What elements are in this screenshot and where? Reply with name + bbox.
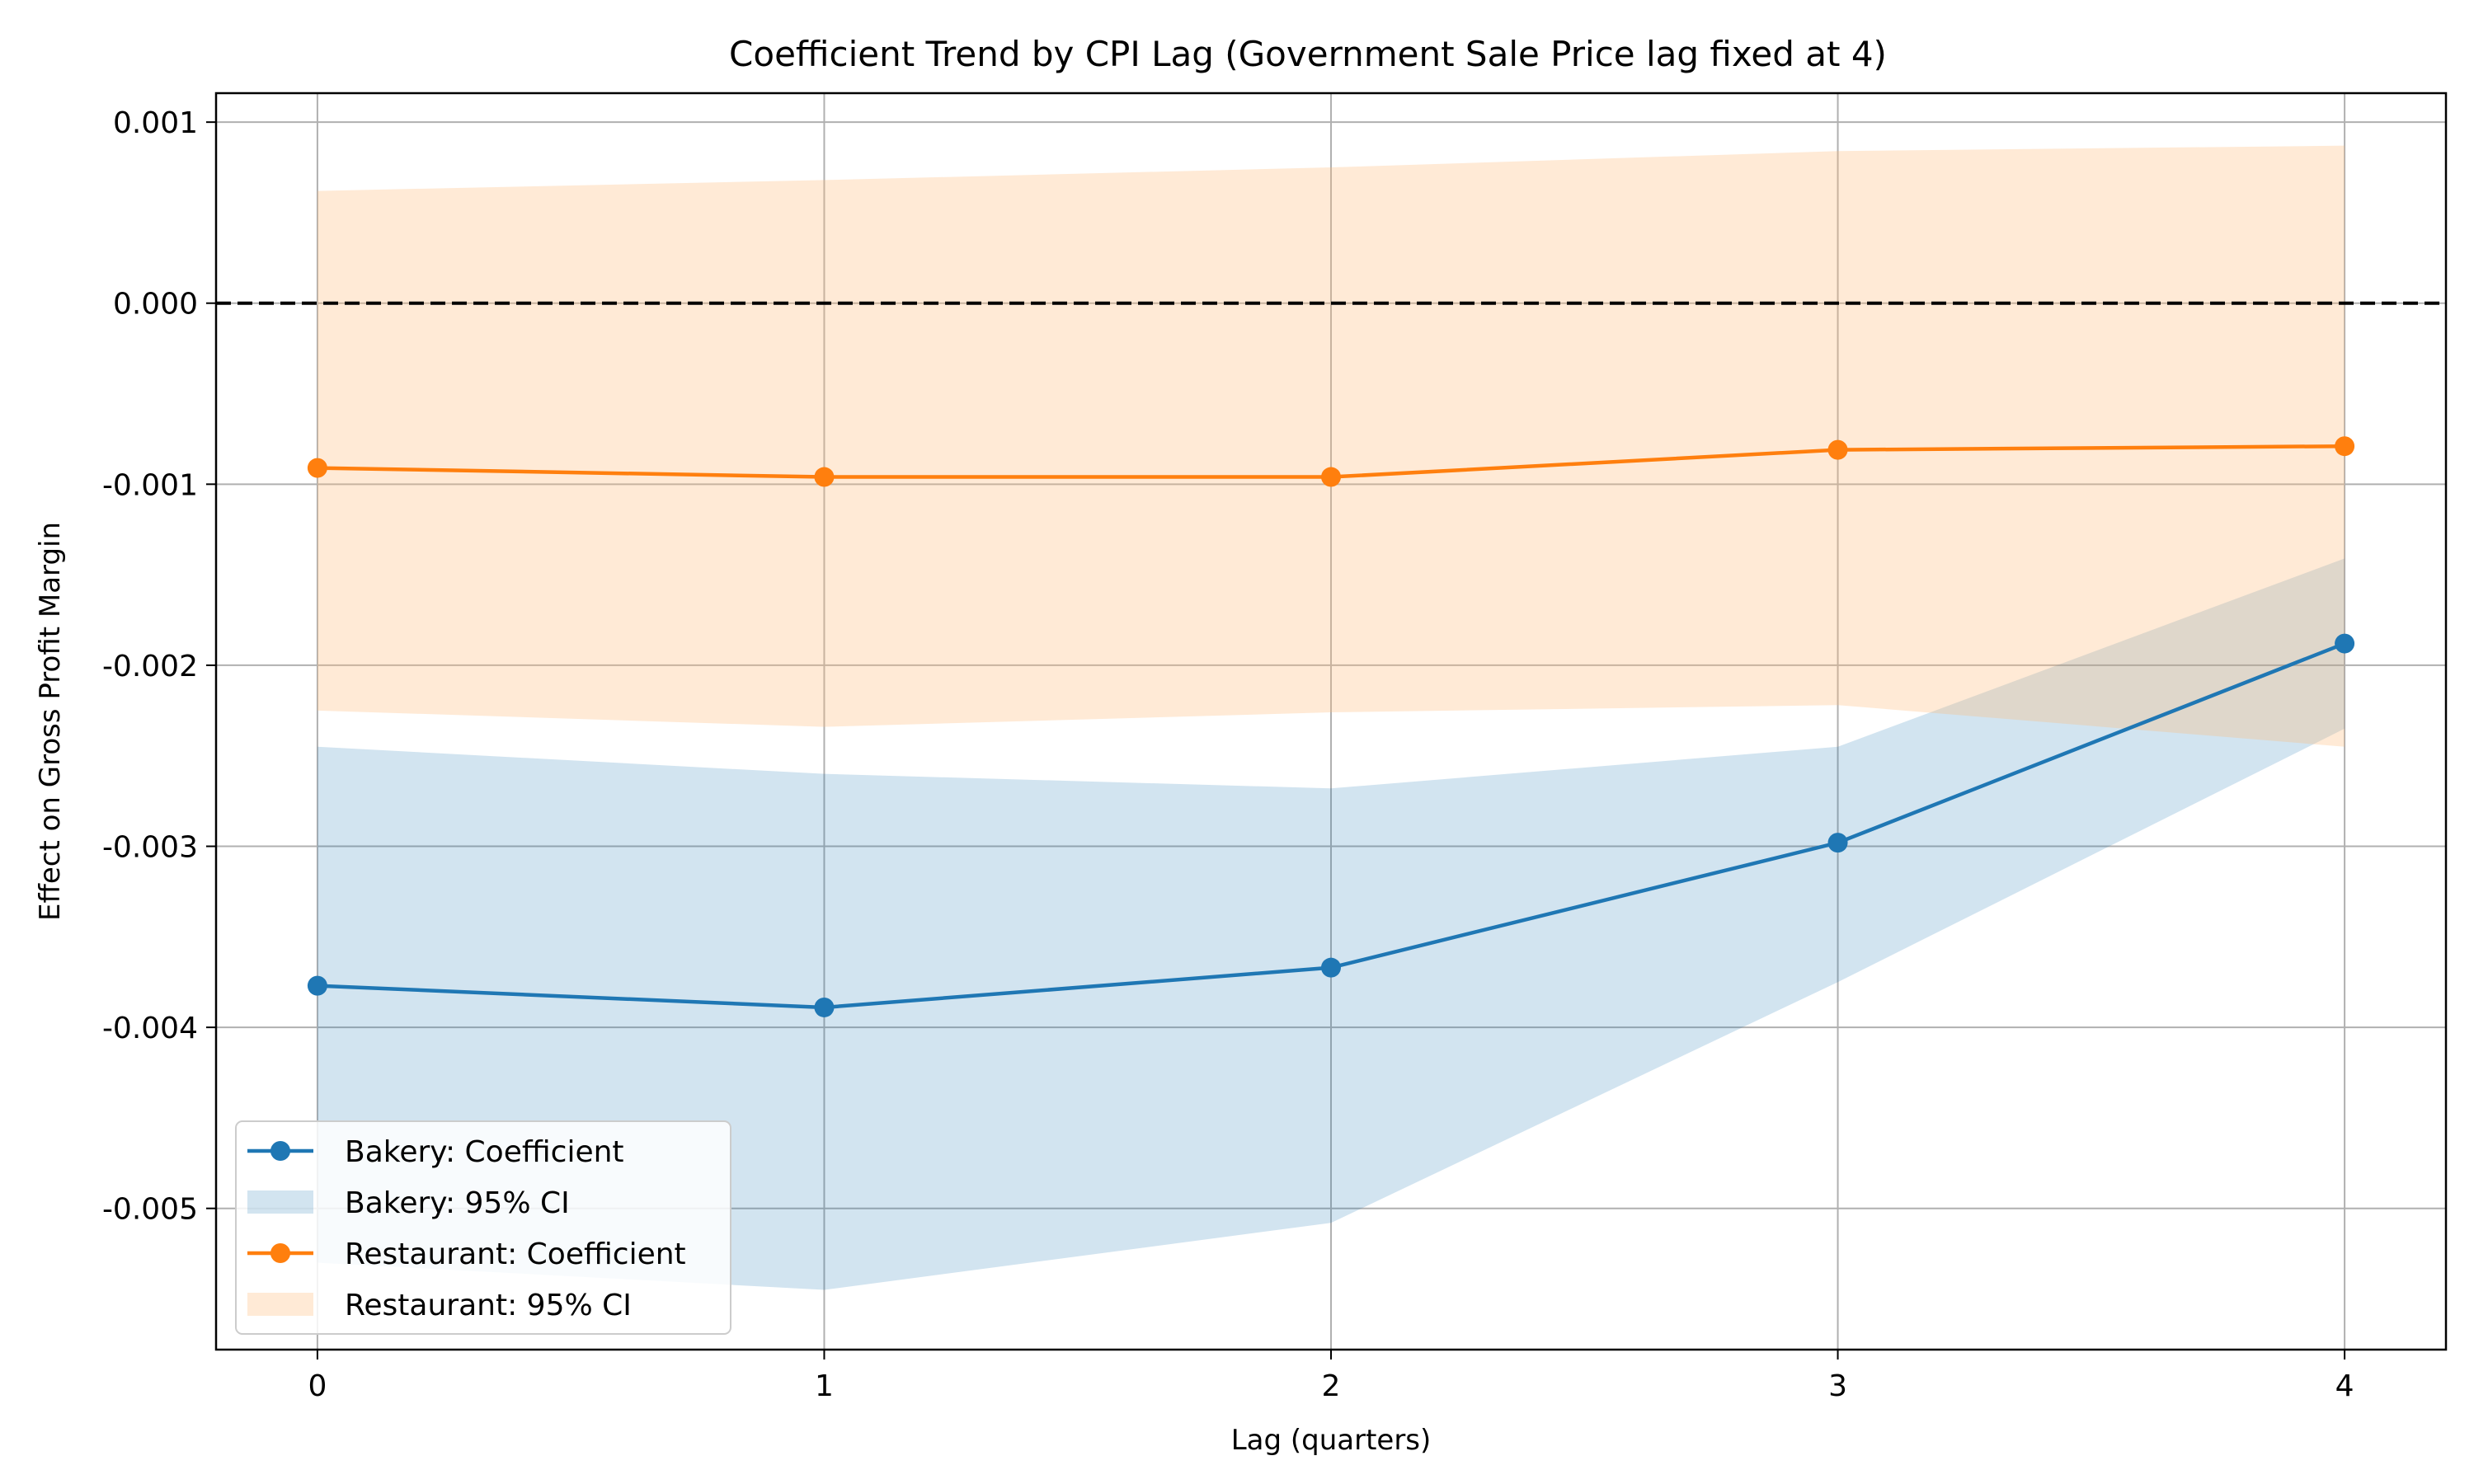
legend-restaurant-ci-patch bbox=[247, 1293, 313, 1316]
bakery-coefficient-point bbox=[1321, 957, 1341, 978]
y-tick-label: -0.004 bbox=[102, 1012, 198, 1045]
restaurant-coefficient-point bbox=[814, 467, 835, 487]
series-lines bbox=[307, 436, 2355, 1017]
x-tick-label: 2 bbox=[1322, 1369, 1341, 1403]
legend-restaurant-ci-label: Restaurant: 95% CI bbox=[345, 1289, 632, 1322]
y-axis-label: Effect on Gross Profit Margin bbox=[34, 522, 67, 921]
x-tick-label: 4 bbox=[2335, 1369, 2354, 1403]
chart-title: Coefficient Trend by CPI Lag (Government… bbox=[729, 34, 1887, 74]
y-tick-label: -0.003 bbox=[102, 831, 198, 865]
y-tick-label: -0.002 bbox=[102, 650, 198, 683]
bakery-coefficient-point bbox=[1827, 833, 1848, 853]
y-tick-label: -0.001 bbox=[102, 468, 198, 502]
y-tick-label: -0.005 bbox=[102, 1193, 198, 1227]
bakery-coefficient-point bbox=[814, 997, 835, 1017]
y-tick-label: 0.001 bbox=[113, 106, 198, 140]
x-tick-label: 1 bbox=[815, 1369, 834, 1403]
legend-restaurant-coefficient-label: Restaurant: Coefficient bbox=[345, 1237, 686, 1271]
bakery-coefficient-point bbox=[307, 975, 327, 996]
legend-box bbox=[235, 1120, 731, 1335]
legend-bakery-coefficient-label: Bakery: Coefficient bbox=[345, 1135, 624, 1169]
y-tick-label: 0.000 bbox=[113, 288, 198, 322]
bakery-coefficient-point bbox=[2335, 633, 2355, 654]
restaurant-coefficient-point bbox=[2335, 436, 2355, 457]
confidence-bands bbox=[317, 145, 2345, 1290]
legend-bakery-ci-patch bbox=[247, 1190, 313, 1214]
tick-layer: 0 1 2 3 4 0.001 0.000 -0.001 -0.002 -0.003 -0.004 -… bbox=[102, 106, 2354, 1403]
restaurant-ci-band bbox=[317, 145, 2345, 747]
x-tick-label: 3 bbox=[1828, 1369, 1847, 1403]
restaurant-coefficient-point bbox=[307, 458, 327, 478]
bakery-ci-band bbox=[317, 558, 2345, 1290]
legend-bakery-ci-label: Bakery: 95% CI bbox=[345, 1186, 570, 1220]
x-tick-label: 0 bbox=[308, 1369, 327, 1403]
legend-restaurant-coefficient-marker bbox=[270, 1243, 290, 1263]
x-axis-label: Lag (quarters) bbox=[1231, 1424, 1432, 1457]
legend-bakery-coefficient-marker bbox=[270, 1141, 290, 1161]
restaurant-coefficient-point bbox=[1321, 467, 1341, 487]
restaurant-coefficient-point bbox=[1827, 439, 1848, 460]
legend: Bakery: Coefficient Bakery: 95% CI Restaur… bbox=[235, 1120, 731, 1335]
